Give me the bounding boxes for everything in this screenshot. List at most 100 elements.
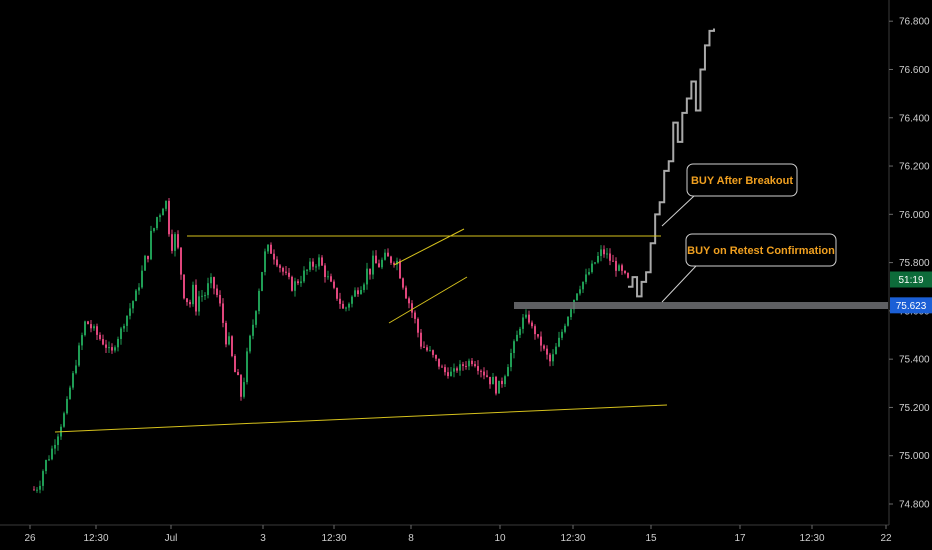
candle-body <box>327 276 329 278</box>
candle-body <box>531 322 533 327</box>
y-tick-label: 75.000 <box>899 451 930 462</box>
candle-body <box>423 346 425 348</box>
candle-body <box>189 302 191 305</box>
candle-body <box>621 265 623 271</box>
candle-body <box>483 371 485 376</box>
price-badge-label: 51:19 <box>898 275 923 286</box>
candle-body <box>543 345 545 349</box>
candle-body <box>318 257 320 267</box>
candle-body <box>234 355 236 373</box>
candle-body <box>216 288 218 295</box>
candle-body <box>309 261 311 270</box>
candle-body <box>606 253 608 255</box>
candle-body <box>150 230 152 260</box>
callout-pointer-retest <box>661 265 697 303</box>
x-tick-label: Jul <box>165 533 178 544</box>
callout-box-retest[interactable] <box>685 233 837 267</box>
candle-body <box>351 296 353 304</box>
candle-body <box>66 398 68 414</box>
candle-body <box>138 287 140 291</box>
candle-body <box>459 364 461 371</box>
candle-body <box>432 350 434 355</box>
flag-lower-line[interactable] <box>388 276 468 324</box>
candle-body <box>129 308 131 316</box>
candle-body <box>192 284 194 305</box>
candle-body <box>579 289 581 294</box>
candle-body <box>111 347 113 351</box>
candle-body <box>96 326 98 335</box>
candle-body <box>537 334 539 337</box>
candle-body <box>501 380 503 385</box>
candle-body <box>384 252 386 260</box>
support-trendline[interactable] <box>54 404 668 433</box>
candle-body <box>399 260 401 279</box>
candle-body <box>378 263 380 268</box>
candle-body <box>363 284 365 290</box>
candle-body <box>447 372 449 377</box>
candle-body <box>258 290 260 312</box>
candle-body <box>297 281 299 284</box>
y-tick-label: 75.800 <box>899 258 930 269</box>
candle-body <box>417 318 419 333</box>
candle-body <box>522 317 524 329</box>
candle-body <box>441 366 443 368</box>
candle-body <box>144 255 146 271</box>
candle-body <box>75 365 77 374</box>
candle-body <box>285 271 287 273</box>
candle-body <box>243 382 245 397</box>
candle-body <box>54 444 56 449</box>
candle-body <box>342 303 344 309</box>
x-tick-label: 3 <box>260 533 266 544</box>
candle-body <box>333 281 335 288</box>
candle-body <box>516 334 518 342</box>
candle-body <box>267 244 269 252</box>
candle-body <box>171 234 173 251</box>
candle-body <box>390 256 392 263</box>
candle-body <box>504 376 506 385</box>
price-badge <box>890 271 932 288</box>
candle-body <box>201 295 203 297</box>
candle-body <box>471 360 473 365</box>
candle-body <box>204 295 206 297</box>
candle-body <box>213 277 215 289</box>
candle-body <box>303 270 305 282</box>
candle-body <box>255 311 257 325</box>
candle-body <box>159 215 161 218</box>
candle-body <box>252 324 254 336</box>
y-tick-label: 76.600 <box>899 65 930 76</box>
candle-body <box>270 244 272 254</box>
candle-body <box>84 321 86 336</box>
candle-body <box>435 354 437 359</box>
candle-body <box>39 485 41 490</box>
candle-body <box>603 249 605 255</box>
candle-body <box>264 251 266 273</box>
candle-body <box>498 380 500 394</box>
candle-body <box>429 350 431 352</box>
candle-body <box>237 372 239 376</box>
flag-upper-line[interactable] <box>393 228 465 266</box>
candle-body <box>387 252 389 257</box>
callout-box-breakout[interactable] <box>686 163 798 197</box>
candle-body <box>444 367 446 373</box>
candle-body <box>564 325 566 332</box>
candle-body <box>246 351 248 383</box>
candle-body <box>354 290 356 297</box>
y-tick-label: 75.400 <box>899 355 930 366</box>
candle-body <box>612 260 614 262</box>
candle-body <box>186 298 188 303</box>
candle-body <box>405 287 407 299</box>
candle-body <box>105 344 107 348</box>
candle-body <box>87 321 89 325</box>
candle-body <box>276 259 278 266</box>
candle-body <box>591 263 593 273</box>
candle-body <box>321 257 323 266</box>
candle-body <box>396 260 398 265</box>
candle-body <box>534 326 536 335</box>
candle-body <box>273 253 275 260</box>
candle-body <box>219 294 221 304</box>
price-badges: 51:19 75.623 <box>890 271 932 314</box>
candle-body <box>132 301 134 309</box>
candle-body <box>597 255 599 263</box>
candle-body <box>81 335 83 346</box>
